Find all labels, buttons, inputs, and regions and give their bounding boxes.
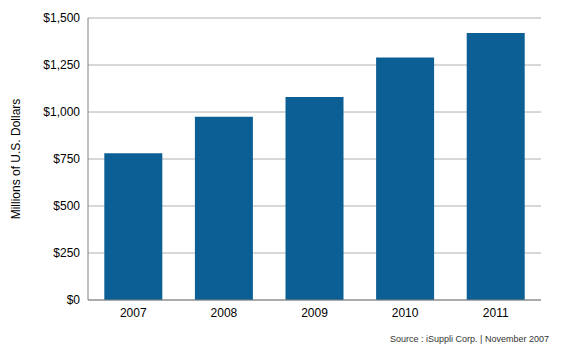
svg-text:$1,000: $1,000 bbox=[43, 105, 80, 119]
svg-text:2007: 2007 bbox=[120, 306, 147, 320]
html-text:Source : iSuppli Corp. | Novem: Source : iSuppli Corp. | November 2007 bbox=[390, 334, 549, 344]
svg-text:Millions of U.S. Dollars: Millions of U.S. Dollars bbox=[9, 99, 23, 220]
svg-text:$750: $750 bbox=[53, 152, 80, 166]
svg-text:2008: 2008 bbox=[211, 306, 238, 320]
svg-text:2009: 2009 bbox=[301, 306, 328, 320]
svg-text:$0: $0 bbox=[67, 293, 81, 307]
svg-text:$1,500: $1,500 bbox=[43, 11, 80, 25]
svg-text:$250: $250 bbox=[53, 246, 80, 260]
svg-text:2011: 2011 bbox=[483, 306, 509, 320]
svg-text:$500: $500 bbox=[53, 199, 80, 213]
svg-text:2010: 2010 bbox=[392, 306, 419, 320]
svg-text:$1,250: $1,250 bbox=[43, 58, 80, 72]
